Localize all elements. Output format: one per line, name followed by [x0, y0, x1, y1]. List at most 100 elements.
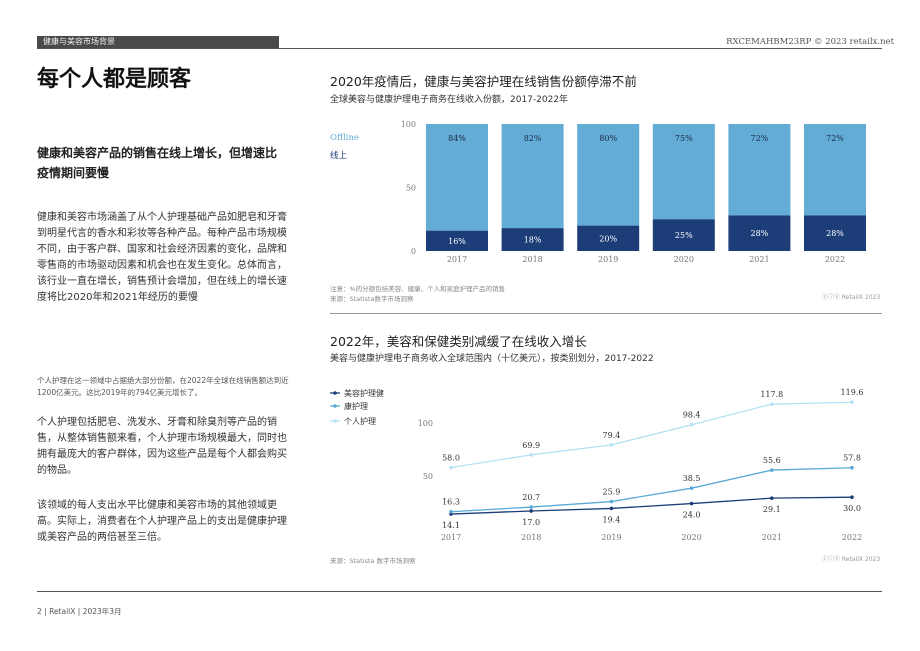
data-point — [689, 422, 694, 427]
y-tick-label: 0 — [411, 247, 416, 256]
data-point — [609, 499, 614, 504]
x-tick-label: 2021 — [762, 533, 782, 542]
x-tick-label: 2018 — [521, 533, 541, 542]
x-tick-label: 2022 — [842, 533, 862, 542]
data-point — [449, 509, 453, 514]
data-value-label: 55.6 — [763, 456, 781, 465]
online-value-label: 25% — [675, 231, 693, 240]
offline-bar — [501, 124, 564, 229]
offline-value-label: 80% — [599, 134, 617, 143]
data-value-label: 57.8 — [843, 454, 861, 463]
offline-bar — [577, 124, 640, 226]
online-bar — [577, 225, 640, 251]
data-value-label: 79.4 — [602, 431, 620, 440]
chart1-subtitle: 全球美容与健康护理电子商务在线收入份额，2017-2022年 — [330, 95, 569, 105]
data-value-label: 117.8 — [760, 390, 783, 399]
series-line — [450, 467, 853, 513]
chart1-title: 2020年疫情后，健康与美容护理在线销售份额停滞不前 — [330, 74, 637, 89]
offline-bar — [728, 124, 791, 216]
data-value-label: 98.4 — [683, 411, 701, 420]
x-tick-label: 2017 — [441, 533, 461, 542]
data-point — [529, 505, 533, 509]
legend-swatch-dot — [333, 404, 337, 408]
data-value-label: 14.1 — [442, 521, 460, 530]
data-point — [770, 468, 774, 472]
document-code: RXCEMAHBM23RP © 2023 retailx.net — [726, 37, 894, 47]
data-point — [850, 465, 854, 470]
data-point — [609, 443, 614, 447]
page-footer: 2 | RetailX | 2023年3月 — [37, 607, 122, 616]
chart1-source: 来源：Statista数字市场洞察 — [330, 295, 414, 303]
offline-bar — [804, 124, 866, 216]
data-value-label: 17.0 — [522, 518, 540, 527]
data-point — [529, 453, 533, 457]
online-value-label: 28% — [826, 229, 844, 238]
x-tick-label: 2018 — [522, 255, 542, 264]
legend-label: 美容护理健 — [344, 388, 384, 398]
online-bar — [501, 228, 564, 251]
y-tick-label: 50 — [423, 472, 433, 481]
x-tick-label: 2019 — [601, 533, 621, 542]
intro-paragraph: 健康和美容市场涵盖了从个人护理基础产品如肥皂和牙膏到明星代言的香水和彩妆等各种产… — [37, 212, 287, 303]
section-label-band: 健康与美容市场背景 — [37, 36, 279, 48]
spending-paragraph: 该领域的每人支出水平比健康和美容市场的其他领域更高。实际上，消费者在个人护理产品… — [37, 500, 287, 543]
offline-bar — [426, 124, 488, 231]
online-value-label: 20% — [599, 234, 617, 243]
series-line — [450, 496, 853, 515]
chart-divider — [330, 313, 882, 314]
data-value-label: 24.0 — [683, 511, 701, 520]
small-note-paragraph: 个人护理在这一领域中占据绝大部分份额，在2022年全球在线销售额达到近1200亿… — [37, 376, 289, 397]
chart2-source: 来源：Statista 数字市场洞察 — [330, 557, 416, 565]
chart2-subtitle: 美容与健康护理电子商务收入全球范围内（十亿美元），按类别划分，2017-2022 — [330, 354, 654, 364]
y-tick-label: 50 — [406, 184, 416, 193]
data-point — [529, 509, 533, 513]
x-tick-label: 2022 — [825, 255, 845, 264]
offline-bar — [652, 124, 715, 220]
data-value-label: 29.1 — [763, 505, 781, 514]
personal-care-paragraph: 个人护理包括肥皂、洗发水、牙膏和除臭剂等产品的销售，从整体销售额来看，个人护理市… — [37, 417, 287, 476]
legend-label: 个人护理 — [344, 416, 376, 426]
data-value-label: 58.0 — [442, 454, 460, 463]
x-tick-label: 2017 — [447, 255, 467, 264]
offline-value-label: 72% — [826, 134, 844, 143]
online-value-label: 28% — [751, 229, 769, 238]
legend-online-label: 线上 — [330, 150, 348, 161]
chart1-license-mark: ⓒⓘⓔ RetailX 2023 — [822, 294, 881, 301]
online-bar — [652, 219, 715, 251]
legend-label: 康护理 — [344, 401, 368, 411]
section-label: 健康与美容市场背景 — [43, 37, 115, 46]
footer-rule — [37, 591, 882, 592]
chart2-title: 2022年，美容和保健类别减缓了在线收入增长 — [330, 334, 587, 349]
legend-swatch-dot — [333, 391, 337, 395]
data-value-label: 19.4 — [602, 515, 620, 524]
data-value-label: 119.6 — [841, 388, 864, 397]
x-tick-label: 2019 — [598, 255, 618, 264]
online-value-label: 16% — [448, 237, 466, 246]
page-subhead: 健康和美容产品的销售在线上增长，但增速比疫情期间要慢 — [37, 146, 278, 180]
x-tick-label: 2021 — [749, 255, 769, 264]
y-tick-label: 100 — [418, 419, 433, 428]
data-value-label: 38.5 — [683, 474, 701, 483]
page-headline: 每个人都是顾客 — [37, 67, 192, 92]
data-point — [770, 402, 774, 406]
data-value-label: 25.9 — [602, 488, 620, 497]
header-rule — [37, 48, 882, 49]
x-tick-label: 2020 — [681, 533, 701, 542]
offline-value-label: 82% — [524, 134, 542, 143]
data-point — [850, 495, 854, 500]
online-bar — [426, 230, 488, 251]
series-line — [450, 401, 853, 469]
online-bar — [804, 215, 866, 251]
data-value-label: 16.3 — [442, 498, 460, 507]
offline-value-label: 84% — [448, 134, 466, 143]
data-point — [689, 486, 694, 490]
online-value-label: 18% — [524, 236, 542, 245]
offline-value-label: 72% — [751, 134, 769, 143]
data-point — [770, 496, 774, 500]
legend-swatch-dot — [333, 419, 337, 423]
offline-value-label: 75% — [675, 134, 693, 143]
data-point — [449, 465, 453, 470]
data-value-label: 69.9 — [522, 441, 540, 450]
